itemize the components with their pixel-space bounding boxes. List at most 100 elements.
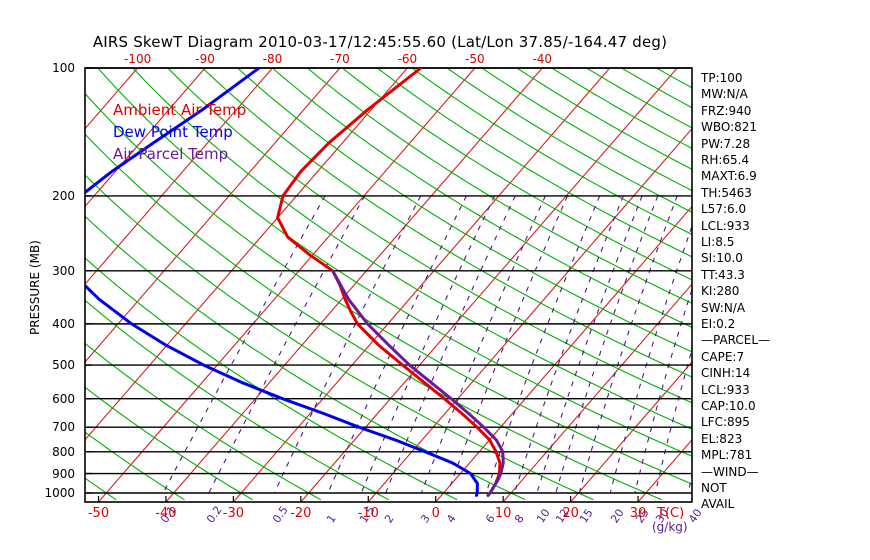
top-temp-label: -50 [465, 52, 485, 66]
parameter-13: KI:280 [701, 284, 740, 299]
legend-item-0: Ambient Air Temp [113, 101, 247, 119]
mixing-ratio-line [360, 195, 496, 494]
isotherm-line [98, 68, 476, 502]
page-title: AIRS SkewT Diagram 2010-03-17/12:45:55.6… [92, 33, 668, 51]
isotherm-line [85, 68, 206, 208]
pressure-axis-label: 500 [52, 358, 75, 373]
pressure-axis-label: 700 [52, 420, 75, 435]
dry-adiabat-line [85, 215, 526, 501]
dry-adiabat-line [341, 68, 692, 281]
mixing-ratio-line [634, 287, 692, 494]
dry-adiabat-line [796, 68, 870, 500]
mixing-ratio-line [208, 195, 366, 494]
top-temp-label: -80 [262, 52, 283, 66]
parameter-16: —PARCEL— [701, 333, 771, 348]
parameter-24: —WIND— [701, 464, 759, 479]
bottom-temp-label: 0 [431, 506, 440, 521]
isotherm-line [165, 68, 543, 502]
mixing-ratio-line [578, 195, 678, 494]
dry-adiabat-line [551, 68, 692, 150]
bottom-temp-label: -50 [87, 506, 110, 521]
parameter-8: L57:6.0 [701, 202, 747, 217]
dry-adiabat-line [307, 68, 692, 304]
isotherm-line [85, 68, 408, 441]
dry-adiabat-line [85, 477, 117, 501]
parameter-23: MPL:781 [701, 448, 753, 463]
isotherm-line [300, 68, 678, 502]
top-temp-label: -70 [330, 52, 350, 66]
isotherm-line [232, 68, 611, 502]
bottom-temp-label: 20 [562, 506, 579, 521]
mixing-ratio-line [536, 195, 643, 494]
dry-adiabat-line [167, 68, 692, 404]
isotherm-line [85, 68, 273, 286]
pressure-axis-label: 400 [52, 316, 75, 331]
dry-adiabat-line [411, 68, 692, 235]
bottom-temp-label: 10 [494, 506, 512, 521]
dry-adiabat-line [202, 68, 692, 378]
top-temp-label: -90 [195, 52, 215, 66]
parameter-0: TP:100 [701, 71, 743, 85]
y-axis-title: PRESSURE (MB) [28, 240, 42, 335]
dry-adiabat-line [831, 68, 870, 500]
isotherm-line [840, 68, 870, 502]
bottom-temp-label: 30 [629, 506, 647, 521]
pressure-axis-label: 300 [52, 263, 75, 278]
dry-adiabat-line [376, 68, 692, 258]
parameter-19: LCL:933 [701, 382, 750, 397]
dry-adiabat-line [516, 68, 692, 170]
mixing-ratio-line [513, 195, 624, 494]
parameter-6: MAXT:6.9 [701, 169, 757, 184]
legend-item-1: Dew Point Temp [113, 123, 233, 141]
parameter-5: RH:65.4 [701, 153, 750, 167]
dry-adiabat-line [272, 68, 692, 328]
isotherm-line [773, 68, 870, 502]
bottom-temp-label: -30 [222, 506, 244, 521]
parameter-4: PW:7.28 [701, 136, 751, 151]
parameter-7: TH:5463 [701, 185, 752, 200]
pressure-axis-label: 1000 [44, 485, 75, 500]
parameter-18: CINH:14 [701, 366, 751, 381]
parameter-12: TT:43.3 [701, 267, 745, 282]
dry-adiabat-line [237, 68, 692, 353]
parameter-9: LCL:933 [701, 218, 750, 233]
series-line-air-parcel-temp [331, 269, 505, 497]
parameter-14: SW:N/A [701, 300, 746, 315]
dry-adiabat-line [761, 68, 870, 500]
legend-item-2: Air Parcel Temp [113, 145, 229, 163]
parameter-17: CAPE:7 [701, 349, 745, 364]
isotherm-line [85, 68, 341, 363]
mixing-ratio-line [555, 195, 659, 494]
mixing-ratio-line [447, 195, 569, 494]
mixing-ratio-line [273, 195, 422, 494]
series-line-dew-point-temp [85, 68, 479, 497]
pressure-axis-label: 800 [52, 444, 75, 459]
pressure-axis-label: 900 [52, 466, 75, 481]
top-temp-label: -60 [397, 52, 418, 66]
isotherm-line [0, 68, 3, 502]
parameter-25: NOT [701, 481, 727, 495]
top-temp-label: -100 [123, 52, 152, 66]
mixing-axis-unit-label: (g/kg) [652, 520, 688, 534]
isotherm-line [435, 205, 692, 502]
bottom-temp-label: -40 [155, 506, 177, 521]
temp-axis-unit-label: T(C) [657, 506, 685, 521]
top-temp-label: -40 [532, 52, 553, 66]
dry-adiabat-line [446, 68, 692, 213]
parameter-10: LI:8.5 [701, 235, 735, 249]
parameter-15: EI:0.2 [701, 317, 736, 331]
bottom-temp-label: -10 [357, 506, 379, 521]
parameter-26: AVAIL [701, 497, 735, 512]
series-line-ambient-air-temp [276, 68, 502, 497]
isotherm-line [502, 283, 692, 502]
pressure-axis-label: 100 [52, 61, 75, 75]
mixing-ratio-line [420, 195, 546, 494]
parameter-11: SI:10.0 [701, 251, 743, 266]
pressure-axis-label: 600 [52, 391, 75, 406]
parameter-2: FRZ:940 [701, 103, 752, 118]
parameter-21: LFC:895 [701, 415, 750, 430]
dry-adiabat-line [481, 68, 692, 192]
isotherm-line [570, 361, 692, 502]
parameter-3: WBO:821 [701, 120, 758, 135]
